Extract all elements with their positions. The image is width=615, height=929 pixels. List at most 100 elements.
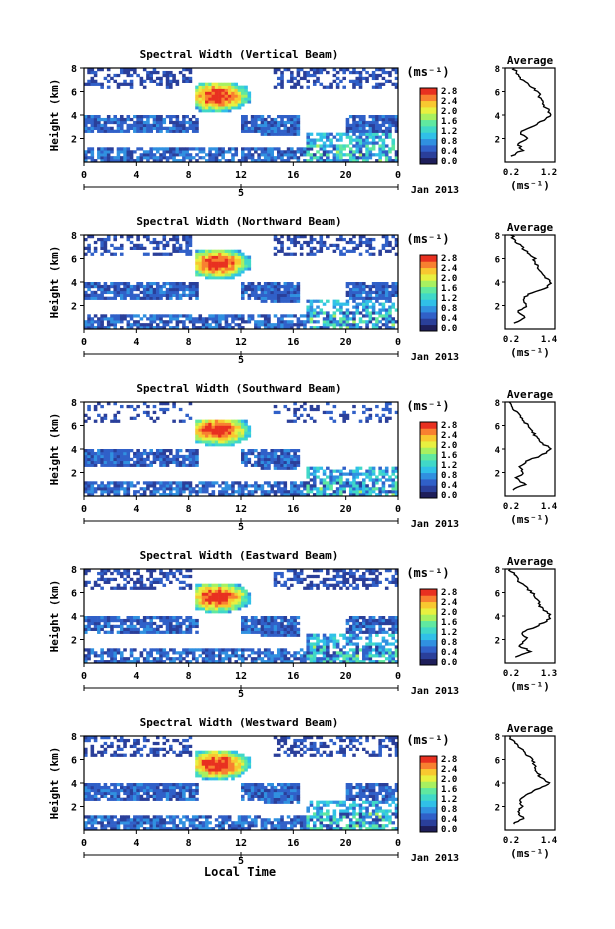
heatmap-cell — [198, 314, 203, 318]
heatmap-cell — [322, 651, 327, 655]
heatmap-cell — [97, 484, 101, 488]
heatmap-cell — [162, 246, 167, 250]
heatmap-cell — [306, 150, 310, 154]
heatmap-cell — [123, 449, 127, 453]
heatmap-cell — [303, 70, 307, 75]
heatmap-cell — [172, 159, 176, 163]
heatmap-cell — [90, 153, 95, 157]
heatmap-cell — [169, 150, 173, 154]
heatmap-cell — [303, 240, 307, 245]
heatmap-cell — [293, 577, 297, 582]
heatmap-cell — [296, 630, 301, 634]
heatmap-cell — [224, 94, 229, 98]
heatmap-cell — [329, 416, 333, 420]
heatmap-cell — [352, 621, 356, 626]
heatmap-cell — [339, 651, 343, 655]
heatmap-cell — [306, 493, 310, 497]
heatmap-cell — [378, 651, 382, 655]
heatmap-cell — [326, 660, 330, 664]
heatmap-cell — [339, 79, 343, 83]
heatmap-cell — [326, 159, 330, 163]
heatmap-cell — [283, 326, 288, 330]
heatmap-cell — [90, 284, 95, 289]
heatmap-cell — [126, 287, 131, 292]
heatmap-cell — [185, 293, 189, 297]
heatmap-cell — [368, 129, 373, 133]
heatmap-cell — [224, 103, 229, 107]
heatmap-cell — [188, 293, 193, 297]
heatmap-cell — [244, 451, 248, 456]
heatmap-cell — [375, 293, 379, 297]
heatmap-cell — [388, 293, 392, 297]
heatmap-cell — [133, 624, 137, 629]
heatmap-cell — [234, 261, 239, 265]
heatmap-cell — [365, 70, 369, 75]
heatmap-cell — [224, 437, 229, 441]
heatmap-cell — [388, 648, 392, 652]
heatmap-cell — [211, 648, 216, 652]
heatmap-cell — [221, 326, 225, 330]
colorbar-swatch — [420, 318, 437, 326]
heatmap-cell — [247, 320, 252, 324]
heatmap-cell — [123, 70, 127, 75]
heatmap-cell — [90, 159, 95, 163]
heatmap-cell — [87, 490, 91, 494]
heatmap-cell — [322, 580, 327, 584]
heatmap-cell — [375, 120, 379, 125]
heatmap-cell — [260, 126, 265, 130]
heatmap-cell — [139, 574, 144, 579]
heatmap-cell — [355, 469, 360, 473]
heatmap-cell — [90, 818, 95, 822]
heatmap-cell — [257, 129, 261, 133]
heatmap-cell — [149, 326, 153, 330]
heatmap-cell — [133, 460, 137, 464]
heatmap-cell — [378, 326, 382, 330]
heatmap-cell — [103, 153, 108, 157]
heatmap-cell — [214, 601, 219, 605]
heatmap-cell — [257, 326, 261, 330]
heatmap-cell — [113, 246, 118, 250]
heatmap-cell — [97, 150, 101, 154]
heatmap-cell — [260, 115, 265, 119]
heatmap-cell — [371, 487, 376, 491]
heatmap-cell — [342, 320, 346, 324]
heatmap-cell — [211, 604, 216, 608]
heatmap-cell — [97, 237, 101, 242]
heatmap-cell — [208, 159, 212, 163]
heatmap-cell — [332, 586, 337, 590]
heatmap-cell — [208, 82, 212, 86]
heatmap-cell — [309, 246, 314, 250]
heatmap-cell — [90, 463, 95, 467]
heatmap-cell — [218, 261, 222, 265]
heatmap-cell — [142, 618, 147, 623]
heatmap-cell — [175, 449, 180, 453]
heatmap-cell — [201, 273, 206, 277]
heatmap-cell — [358, 147, 363, 151]
heatmap-cell — [103, 243, 108, 248]
heatmap-cell — [375, 645, 379, 649]
heatmap-cell — [368, 645, 373, 649]
colorbar-tick-label: 1.2 — [441, 628, 457, 638]
heatmap-cell — [355, 284, 360, 289]
heatmap-cell — [227, 431, 232, 435]
colorbar-frame — [419, 588, 438, 666]
heatmap-cell — [172, 487, 176, 491]
heatmap-cell — [273, 132, 278, 136]
heatmap-cell — [355, 126, 360, 130]
heatmap-cell — [322, 648, 327, 652]
heatmap-cell — [391, 660, 396, 664]
heatmap-cell — [119, 621, 124, 626]
heatmap-cell — [355, 466, 360, 470]
heatmap-cell — [365, 290, 369, 295]
heatmap-cell — [329, 583, 333, 587]
heatmap-cell — [142, 246, 147, 250]
heatmap-cell — [375, 126, 379, 130]
heatmap-cell — [352, 475, 356, 479]
heatmap-cell — [126, 117, 131, 122]
heatmap-cell — [322, 642, 327, 646]
heatmap-cell — [267, 457, 271, 462]
heatmap-cell — [113, 117, 118, 122]
heatmap-cell — [355, 144, 360, 148]
heatmap-cell — [342, 645, 346, 649]
heatmap-cell — [260, 132, 265, 136]
